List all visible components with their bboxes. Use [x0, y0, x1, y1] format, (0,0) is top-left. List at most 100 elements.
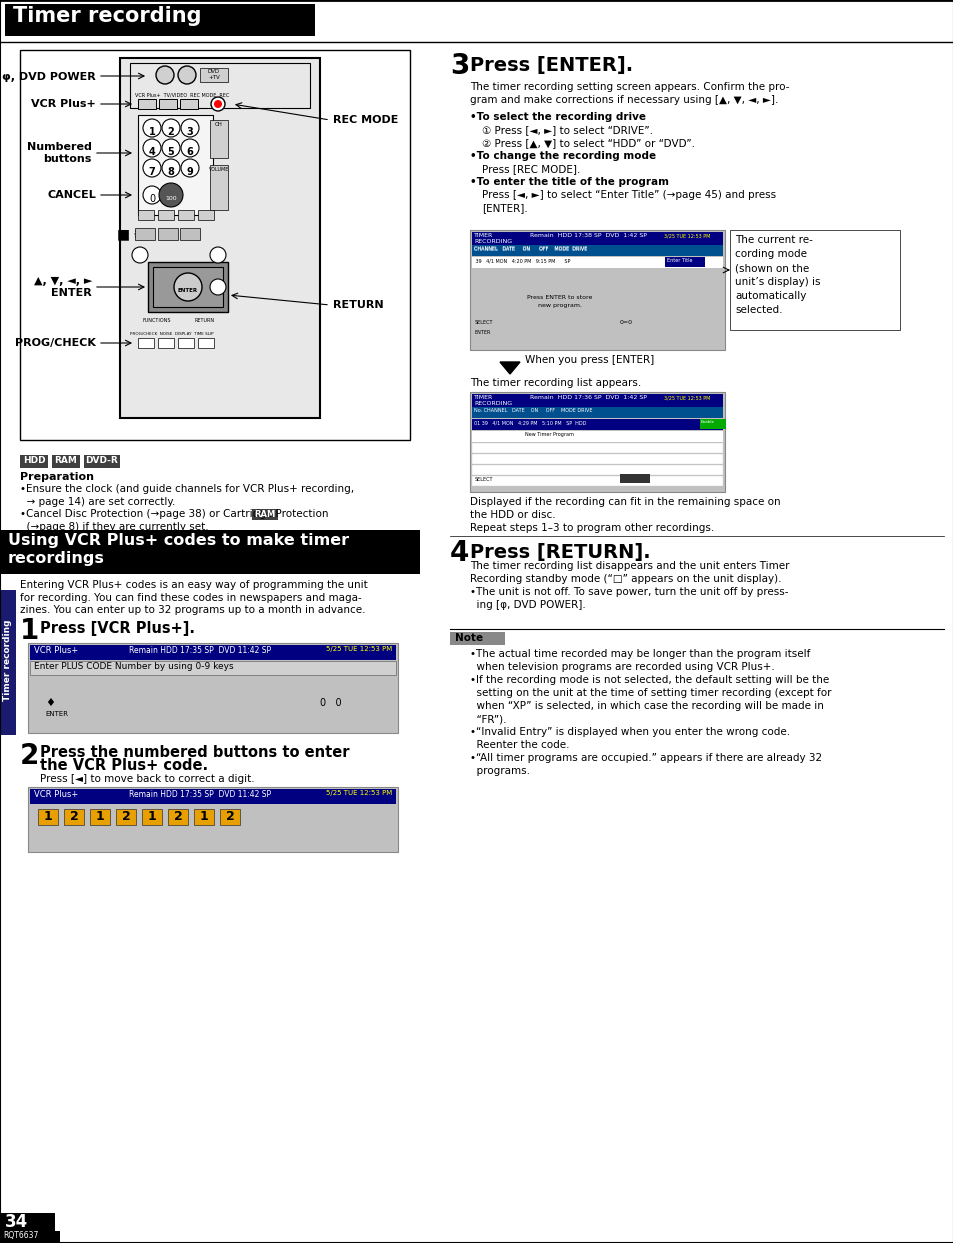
Text: “FR”).: “FR”).	[470, 713, 506, 723]
Bar	[5, 4, 314, 36]
Text: → page 14) are set correctly.: → page 14) are set correctly.	[20, 496, 175, 506]
Text: unit’s display) is: unit’s display) is	[734, 277, 820, 287]
Text: automatically: automatically	[734, 291, 805, 301]
Text: CHANNEL   DATE     ON      OFF    MODE  DRIVE: CHANNEL DATE ON OFF MODE DRIVE	[474, 246, 587, 251]
Bar	[158, 338, 173, 348]
Circle shape	[211, 97, 225, 111]
Text: TIMER
RECORDING: TIMER RECORDING	[474, 232, 512, 244]
Text: No. CHANNEL   DATE    ON     OFF    MODE DRIVE: No. CHANNEL DATE ON OFF MODE DRIVE	[474, 408, 592, 413]
Bar	[142, 809, 162, 825]
Text: VCR Plus+  TV/VIDEO  REC MODE  REC: VCR Plus+ TV/VIDEO REC MODE REC	[135, 92, 229, 97]
Text: ① Press [◄, ►] to select “DRIVE”.: ① Press [◄, ►] to select “DRIVE”.	[481, 126, 652, 135]
Bar	[28, 643, 397, 733]
Text: •To enter the title of the program: •To enter the title of the program	[470, 177, 668, 186]
Text: Using VCR Plus+ codes to make timer: Using VCR Plus+ codes to make timer	[8, 533, 349, 548]
Text: RAM: RAM	[54, 456, 77, 465]
Text: •“All timer programs are occupied.” appears if there are already 32: •“All timer programs are occupied.” appe…	[470, 753, 821, 763]
Bar	[700, 419, 725, 429]
Bar	[138, 338, 153, 348]
Text: SELECT: SELECT	[475, 477, 493, 482]
Bar	[180, 227, 200, 240]
Text: (shown on the: (shown on the	[734, 264, 808, 273]
Text: Enable: Enable	[700, 420, 714, 424]
Text: Note: Note	[455, 633, 482, 643]
Text: ENTER: ENTER	[178, 287, 198, 292]
Text: •The unit is not off. To save power, turn the unit off by press-: •The unit is not off. To save power, tur…	[470, 587, 788, 597]
Bar	[664, 257, 704, 267]
Text: VCR Plus+: VCR Plus+	[31, 99, 96, 109]
Text: •If the recording mode is not selected, the default setting will be the: •If the recording mode is not selected, …	[470, 675, 828, 685]
Text: Timer recording: Timer recording	[13, 6, 201, 26]
Bar	[220, 809, 240, 825]
Circle shape	[143, 119, 161, 137]
Text: The timer recording list appears.: The timer recording list appears.	[470, 378, 640, 388]
Text: ing [φ, DVD POWER].: ing [φ, DVD POWER].	[470, 600, 585, 610]
Text: Press [ENTER].: Press [ENTER].	[470, 56, 633, 75]
Text: •The actual time recorded may be longer than the program itself: •The actual time recorded may be longer …	[470, 649, 809, 659]
Bar	[193, 809, 213, 825]
Circle shape	[210, 278, 226, 295]
Text: ▲, ▼, ◄, ►
ENTER: ▲, ▼, ◄, ► ENTER	[33, 276, 91, 298]
Text: 4: 4	[149, 147, 155, 157]
Text: 100: 100	[165, 196, 176, 201]
Bar	[152, 267, 223, 307]
Circle shape	[159, 183, 183, 208]
Text: Press [◄] to move back to correct a digit.: Press [◄] to move back to correct a digi…	[40, 774, 254, 784]
Text: 3/25 TUE 12:53 PM: 3/25 TUE 12:53 PM	[663, 232, 709, 237]
Text: 01 39   4/1 MON   4:29 PM   5:10 PM   SP  HDD: 01 39 4/1 MON 4:29 PM 5:10 PM SP HDD	[474, 420, 586, 425]
Text: Press [REC MODE].: Press [REC MODE].	[481, 164, 579, 174]
Bar	[472, 419, 722, 430]
Bar	[52, 455, 80, 469]
Text: DVD-R: DVD-R	[86, 456, 118, 465]
Bar	[158, 227, 178, 240]
Circle shape	[173, 273, 202, 301]
Text: 1: 1	[149, 127, 155, 137]
Text: VOLUME: VOLUME	[209, 167, 229, 172]
Bar	[180, 99, 198, 109]
Circle shape	[181, 159, 199, 177]
Text: Remain HDD 17:35 SP  DVD 11:42 SP: Remain HDD 17:35 SP DVD 11:42 SP	[129, 646, 271, 655]
Text: 4: 4	[450, 539, 469, 567]
Text: The timer recording setting screen appears. Confirm the pro-: The timer recording setting screen appea…	[470, 82, 789, 92]
Bar	[130, 63, 310, 108]
Bar	[210, 165, 228, 210]
Text: 6: 6	[187, 147, 193, 157]
Bar	[138, 116, 213, 215]
Text: Press [◄, ►] to select “Enter Title” (→page 45) and press: Press [◄, ►] to select “Enter Title” (→p…	[481, 190, 776, 200]
Text: When you press [ENTER]: When you press [ENTER]	[524, 355, 654, 365]
Text: •Cancel Disc Protection (→page 38) or Cartridge Protection: •Cancel Disc Protection (→page 38) or Ca…	[20, 508, 328, 520]
Text: setting on the unit at the time of setting timer recording (except for: setting on the unit at the time of setti…	[470, 687, 831, 699]
Text: Enter PLUS CODE Number by using 0-9 keys: Enter PLUS CODE Number by using 0-9 keys	[34, 663, 233, 671]
Text: •To select the recording drive: •To select the recording drive	[470, 112, 645, 122]
Circle shape	[181, 119, 199, 137]
Bar	[450, 631, 504, 645]
Bar	[138, 210, 153, 220]
Text: 5/25 TUE 12:53 PM: 5/25 TUE 12:53 PM	[325, 791, 392, 796]
Circle shape	[162, 119, 180, 137]
Circle shape	[143, 159, 161, 177]
Text: ■: ■	[117, 227, 130, 241]
Circle shape	[162, 159, 180, 177]
Bar	[470, 230, 724, 351]
Bar	[159, 99, 177, 109]
Bar	[20, 455, 48, 469]
Bar	[90, 809, 110, 825]
Bar	[84, 455, 120, 469]
Text: Remain  HDD 17:36 SP  DVD  1:42 SP: Remain HDD 17:36 SP DVD 1:42 SP	[530, 395, 646, 400]
Text: programs.: programs.	[470, 766, 530, 776]
Text: Recording standby mode (“□” appears on the unit display).: Recording standby mode (“□” appears on t…	[470, 574, 781, 584]
Text: [ENTER].: [ENTER].	[481, 203, 527, 213]
Text: VCR Plus+: VCR Plus+	[34, 791, 78, 799]
Text: REC MODE: REC MODE	[333, 116, 398, 126]
Text: Preparation: Preparation	[20, 472, 94, 482]
Text: Numbered
buttons: Numbered buttons	[27, 142, 91, 164]
Text: 2: 2	[70, 810, 78, 823]
Text: 2: 2	[173, 810, 182, 823]
Text: SELECT: SELECT	[475, 319, 493, 324]
Text: zines. You can enter up to 32 programs up to a month in advance.: zines. You can enter up to 32 programs u…	[20, 605, 365, 615]
Text: new program.: new program.	[537, 303, 581, 308]
Bar	[30, 661, 395, 675]
Text: Remain HDD 17:35 SP  DVD 11:42 SP: Remain HDD 17:35 SP DVD 11:42 SP	[129, 791, 271, 799]
Circle shape	[156, 66, 173, 85]
Bar	[138, 99, 156, 109]
